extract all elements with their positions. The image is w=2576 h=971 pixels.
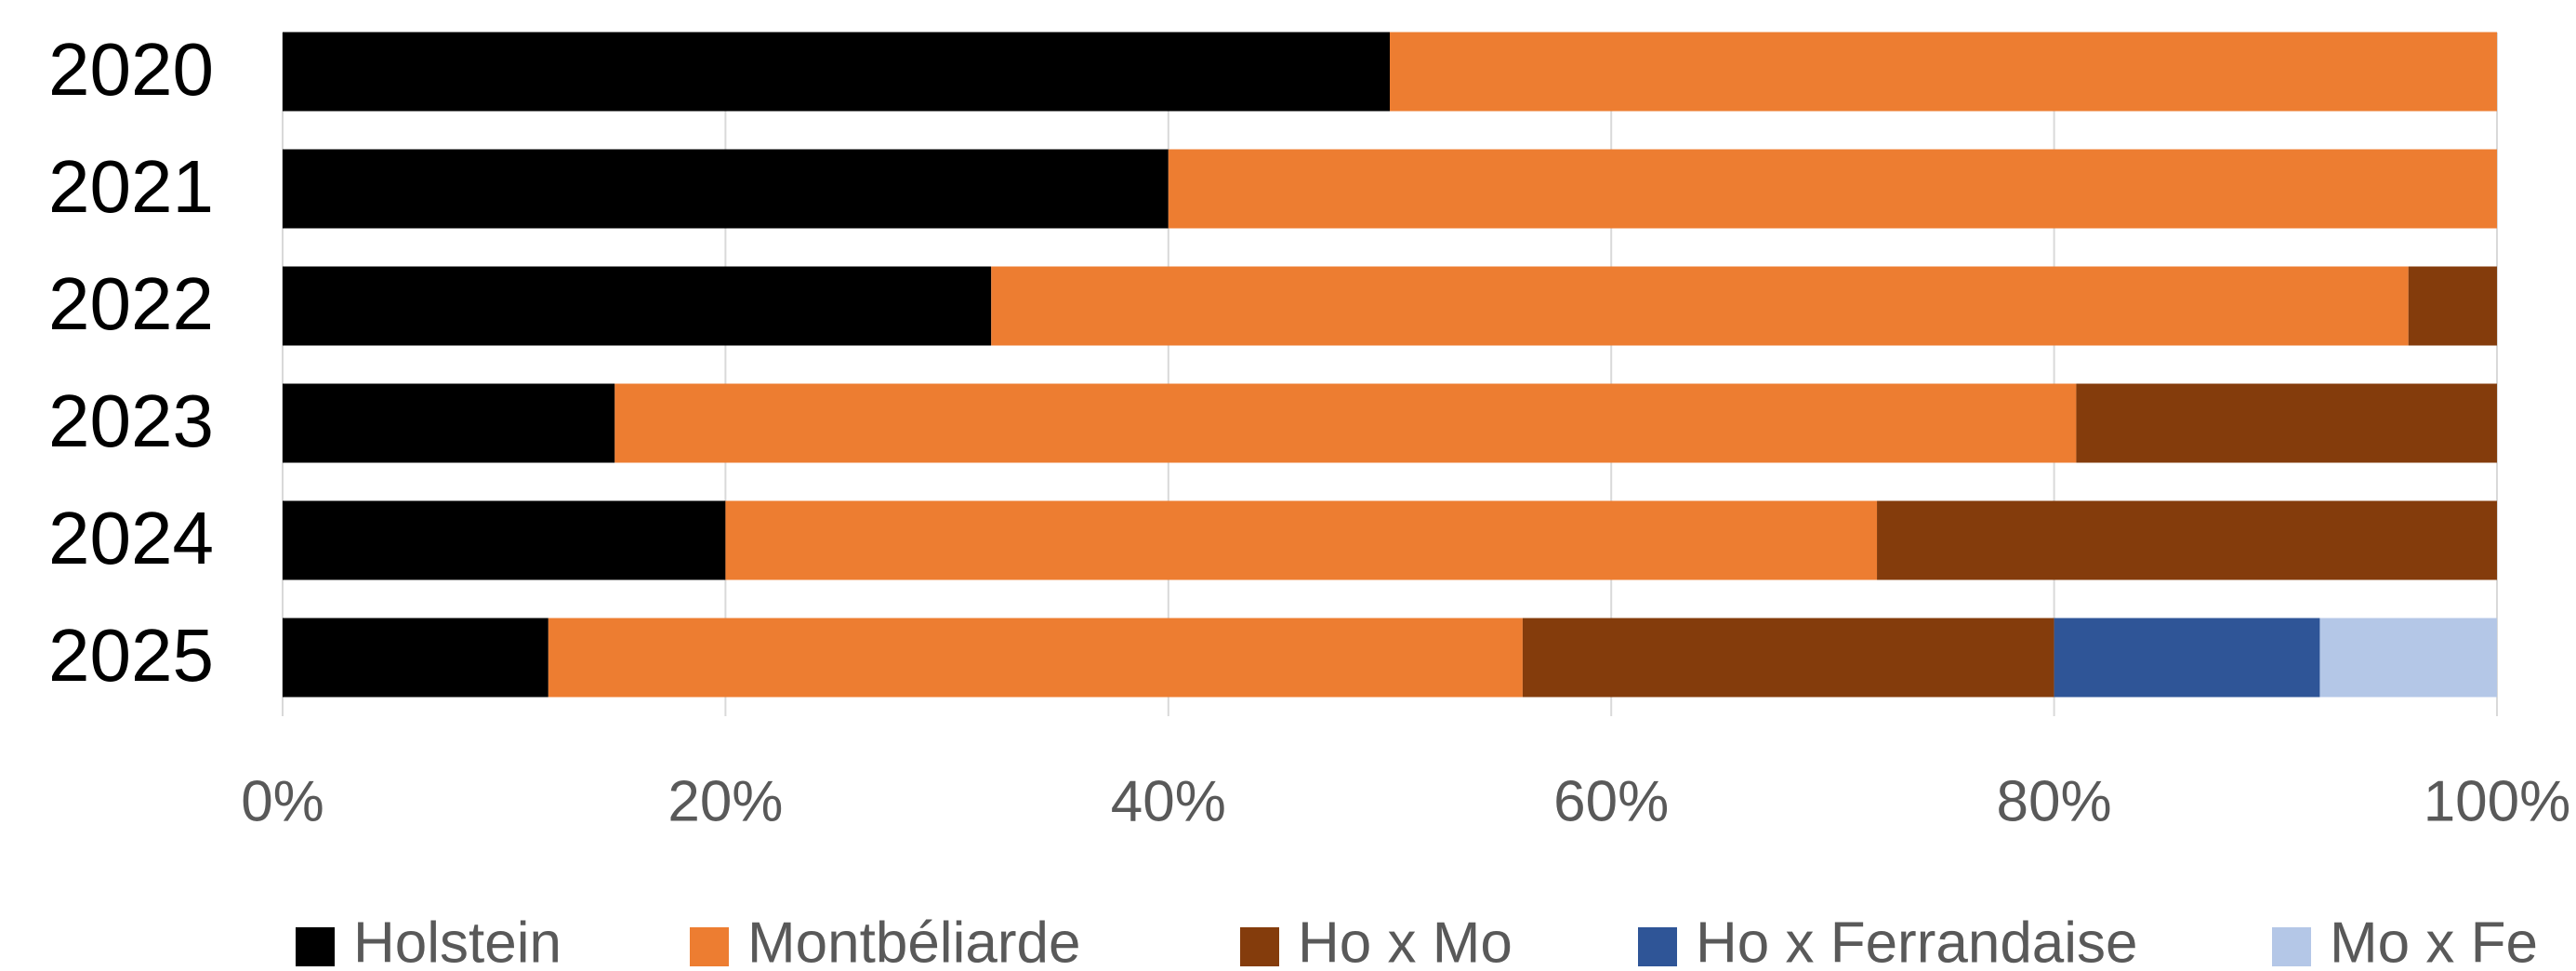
y-tick-label: 2023	[48, 379, 214, 462]
bar-segment	[283, 266, 992, 346]
x-tick-label: 60%	[1553, 769, 1669, 833]
y-tick-label: 2025	[48, 614, 214, 697]
bar-segment	[2408, 266, 2497, 346]
bar-segment	[283, 618, 548, 698]
x-tick-label: 80%	[1997, 769, 2112, 833]
bar-segment	[283, 383, 615, 463]
x-tick-label: 100%	[2424, 769, 2571, 833]
bar-segment	[283, 500, 726, 580]
x-tick-label: 20%	[667, 769, 783, 833]
y-tick-label: 2021	[48, 145, 214, 228]
bar-segment	[283, 32, 1390, 112]
legend-swatch	[690, 927, 729, 966]
legend-label: Ho x Ferrandaise	[1696, 911, 2138, 971]
legend-label: Holstein	[353, 911, 561, 971]
legend-label: Mo x Fe	[2330, 911, 2538, 971]
bar-segment	[2054, 618, 2320, 698]
bar-segment	[1390, 32, 2497, 112]
y-tick-label: 2020	[48, 28, 214, 111]
bar-segment	[2319, 618, 2497, 698]
legend-swatch	[2272, 927, 2311, 966]
legend-swatch	[1240, 927, 1279, 966]
bar-segment	[548, 618, 1523, 698]
bar-segment	[725, 500, 1878, 580]
bar-segment	[1168, 149, 2497, 229]
x-tick-label: 0%	[241, 769, 324, 833]
legend-label: Montbéliarde	[747, 911, 1080, 971]
legend-swatch	[296, 927, 335, 966]
bar-segment	[283, 149, 1169, 229]
y-tick-label: 2022	[48, 262, 214, 345]
legend-label: Ho x Mo	[1298, 911, 1513, 971]
bar-segment	[991, 266, 2409, 346]
legend-swatch	[1638, 927, 1677, 966]
bar-segment	[2076, 383, 2497, 463]
bar-segment	[1877, 500, 2497, 580]
bar-segment	[1522, 618, 2054, 698]
x-tick-label: 40%	[1111, 769, 1226, 833]
bar-segment	[614, 383, 2077, 463]
y-tick-label: 2024	[48, 497, 214, 579]
